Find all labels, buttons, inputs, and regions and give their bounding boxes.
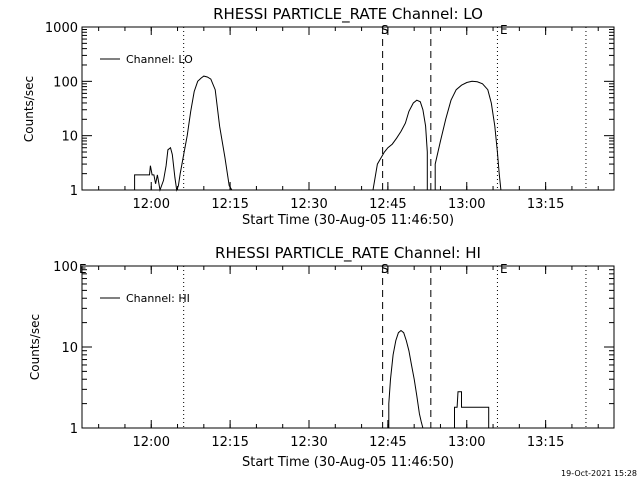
- x-axis-label: Start Time (30-Aug-05 11:46:50): [242, 455, 454, 470]
- start-marker-label: S: [381, 262, 389, 276]
- end-marker-label: E: [500, 262, 508, 276]
- marker-lines: [183, 266, 587, 428]
- data-series: [134, 75, 502, 192]
- x-axis-label: Start Time (30-Aug-05 11:46:50): [242, 213, 454, 228]
- legend-label: Channel: HI: [126, 292, 190, 305]
- series-line: [134, 75, 428, 192]
- footer-timestamp: 19-Oct-2021 15:28: [561, 469, 637, 478]
- series-line: [434, 80, 502, 191]
- end-marker-label: E: [500, 23, 508, 37]
- y-tick-label: 10: [61, 130, 78, 145]
- x-tick-label: 12:00: [133, 435, 170, 450]
- axis-ticks: 12:00 12:15 12:30 12:45 13:00 13:15 1 10 100 1000: [45, 21, 614, 212]
- y-tick-label: 100: [53, 260, 78, 275]
- x-tick-label: 13:15: [527, 197, 564, 212]
- legend-label: Channel: LO: [126, 53, 193, 66]
- series-line: [454, 391, 490, 428]
- y-axis-label: Counts/sec: [22, 76, 36, 142]
- chart-title: RHESSI PARTICLE_RATE Channel: HI: [215, 244, 481, 263]
- start-marker-label: S: [381, 23, 389, 37]
- y-tick-label: 1: [70, 184, 78, 199]
- marker-lines: [183, 27, 587, 190]
- x-tick-label: 13:00: [448, 435, 485, 450]
- y-tick-label: 100: [53, 75, 78, 90]
- data-series: [388, 329, 490, 429]
- panel-lo: RHESSI PARTICLE_RATE Channel: LO Counts/…: [22, 5, 615, 228]
- series-line: [388, 329, 424, 429]
- plot-frame: [81, 26, 615, 191]
- x-tick-label: 12:15: [211, 435, 248, 450]
- axis-ticks: 12:00 12:15 12:30 12:45 13:00 13:15 1 10 100: [53, 260, 614, 450]
- x-tick-label: 12:45: [369, 197, 406, 212]
- x-tick-label: 12:00: [133, 197, 170, 212]
- x-tick-label: 12:30: [290, 435, 327, 450]
- panel-hi: RHESSI PARTICLE_RATE Channel: HI Counts/…: [28, 244, 615, 470]
- x-tick-label: 12:45: [369, 435, 406, 450]
- x-tick-label: 12:30: [290, 197, 327, 212]
- chart-title: RHESSI PARTICLE_RATE Channel: LO: [213, 5, 483, 24]
- y-axis-label: Counts/sec: [28, 314, 42, 380]
- left-marker-label: E: [79, 262, 87, 276]
- x-tick-label: 13:00: [448, 197, 485, 212]
- x-tick-label: 13:15: [527, 435, 564, 450]
- y-tick-label: 1000: [45, 21, 78, 36]
- plot-frame: [81, 265, 615, 429]
- y-tick-label: 1: [70, 422, 78, 437]
- x-tick-label: 12:15: [211, 197, 248, 212]
- y-tick-label: 10: [61, 341, 78, 356]
